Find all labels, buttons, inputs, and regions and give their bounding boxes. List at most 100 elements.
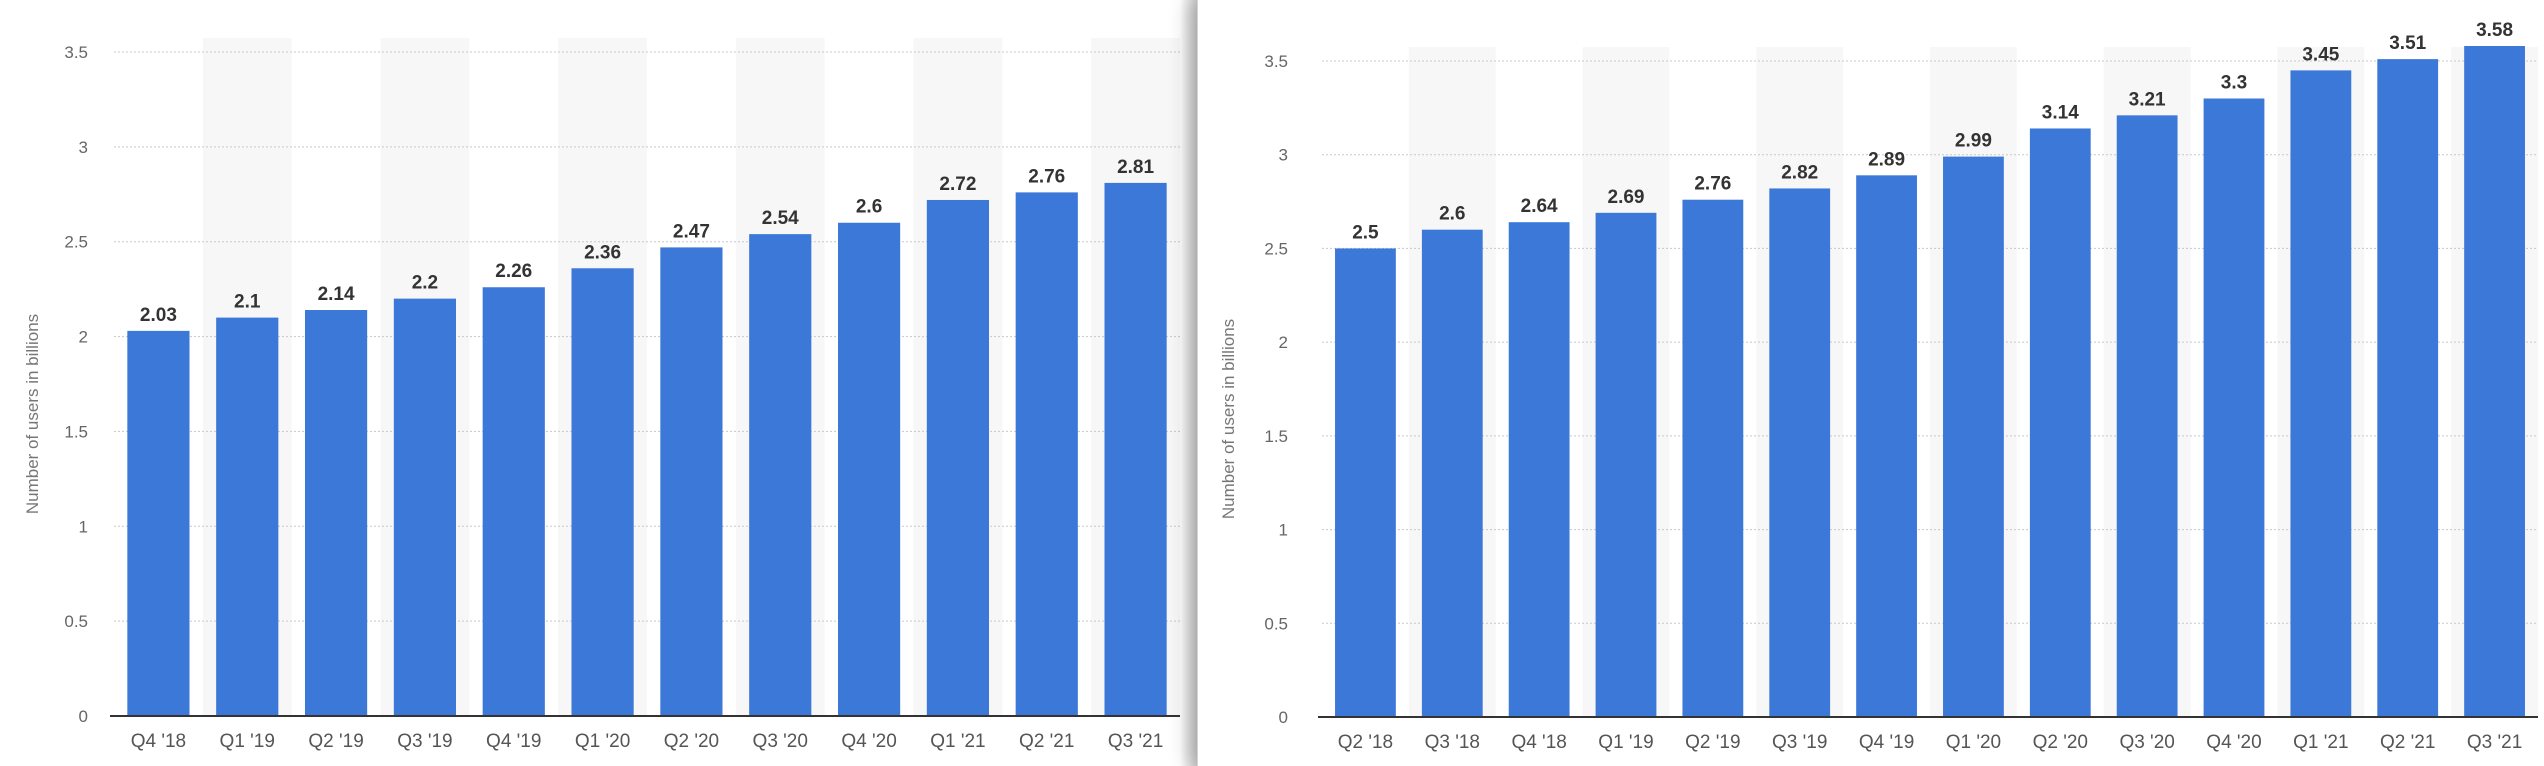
right-x-tick-label: Q4 '18 <box>1511 732 1566 753</box>
right-y-tick-label: 1 <box>1279 521 1288 540</box>
right-bar[interactable] <box>1856 175 1917 717</box>
right-x-tick-label: Q1 '21 <box>2293 732 2348 753</box>
right-value-label: 3.58 <box>2476 20 2513 41</box>
right-bar[interactable] <box>1682 199 1744 717</box>
left-value-label: 2.2 <box>412 273 438 294</box>
left-bar[interactable] <box>837 222 901 716</box>
left-x-tick-label: Q4 '19 <box>486 731 541 752</box>
left-value-label: 2.6 <box>856 197 882 218</box>
users-chart-left: 0 0.5 1 1.5 2 2.5 3 3.5 Number of users in billi… <box>23 38 1180 752</box>
right-value-label: 2.69 <box>1608 187 1645 208</box>
left-value-label: 2.26 <box>495 261 532 282</box>
right-bar[interactable] <box>1769 188 1831 718</box>
right-value-label: 2.89 <box>1868 149 1905 170</box>
right-y-tick-label: 1.5 <box>1264 427 1288 446</box>
left-value-label: 2.76 <box>1028 166 1065 187</box>
right-x-tick-label: Q3 '21 <box>2467 732 2522 753</box>
left-bar[interactable] <box>482 287 545 716</box>
right-value-label: 3.14 <box>2042 102 2079 123</box>
left-bar[interactable] <box>660 247 723 717</box>
right-x-tick-label: Q3 '19 <box>1772 732 1827 753</box>
left-y-tick-label: 2.5 <box>64 233 88 252</box>
left-bar[interactable] <box>571 268 634 716</box>
left-value-label: 2.36 <box>584 242 621 263</box>
right-bar[interactable] <box>1595 212 1657 717</box>
right-value-label: 3.3 <box>2221 72 2247 93</box>
left-value-label: 2.72 <box>939 174 976 195</box>
left-value-label: 2.54 <box>762 208 799 229</box>
left-x-tick-label: Q3 '21 <box>1108 731 1163 752</box>
left-bar[interactable] <box>393 298 457 716</box>
right-y-tick-label: 0.5 <box>1264 614 1288 633</box>
right-value-label: 2.64 <box>1521 196 1558 217</box>
left-y-tick-label: 0 <box>79 707 88 726</box>
left-bar[interactable] <box>926 199 990 716</box>
right-x-tick-label: Q1 '19 <box>1598 732 1653 753</box>
right-x-tick-label: Q2 '19 <box>1685 732 1740 753</box>
left-x-tick-label: Q4 '18 <box>131 731 186 752</box>
right-y-tick-label: 2.5 <box>1264 239 1288 258</box>
left-x-tick-label: Q2 '21 <box>1019 731 1074 752</box>
left-x-tick-label: Q3 '19 <box>397 731 452 752</box>
left-value-label: 2.03 <box>140 305 177 326</box>
left-bar[interactable] <box>304 310 368 716</box>
right-bar[interactable] <box>2377 59 2439 717</box>
right-bar[interactable] <box>1508 222 1570 717</box>
left-x-tick-label: Q2 '19 <box>308 731 363 752</box>
right-bar[interactable] <box>2290 70 2352 717</box>
right-value-label: 2.5 <box>1352 222 1379 243</box>
right-value-label: 3.21 <box>2129 89 2166 110</box>
right-bar[interactable] <box>1335 248 1396 717</box>
left-x-tick-label: Q4 '20 <box>841 731 896 752</box>
right-bar[interactable] <box>1421 229 1483 717</box>
right-y-tick-label: 3.5 <box>1264 52 1288 71</box>
right-value-label: 3.45 <box>2302 44 2339 65</box>
left-bar[interactable] <box>749 234 812 716</box>
right-x-tick-label: Q2 '21 <box>2380 732 2435 753</box>
right-x-tick-label: Q1 '20 <box>1946 732 2001 753</box>
right-bar[interactable] <box>2029 128 2091 717</box>
right-y-tick-label: 2 <box>1279 333 1288 352</box>
chart-panel-right: 0 0.5 1 1.5 2 2.5 3 3.5 Number of users in billi… <box>1197 0 2544 766</box>
right-x-tick-label: Q2 '20 <box>2033 732 2088 753</box>
users-chart-right: 0 0.5 1 1.5 2 2.5 3 3.5 Number of users in billi… <box>1219 20 2538 753</box>
right-x-tick-label: Q3 '20 <box>2119 732 2174 753</box>
left-y-tick-label: 0.5 <box>64 612 88 631</box>
left-y-tick-label: 1 <box>79 517 88 536</box>
left-bar[interactable] <box>1104 182 1167 717</box>
chart-panel-left: 0 0.5 1 1.5 2 2.5 3 3.5 Number of users in billi… <box>0 0 1197 766</box>
left-value-label: 2.81 <box>1117 157 1154 178</box>
right-y-axis-label: Number of users in billions <box>1219 319 1238 519</box>
left-value-label: 2.14 <box>318 284 355 305</box>
left-y-tick-label: 1.5 <box>64 422 88 441</box>
right-y-tick-label: 0 <box>1279 708 1288 727</box>
right-value-label: 2.76 <box>1694 174 1731 195</box>
right-x-tick-label: Q4 '19 <box>1859 732 1914 753</box>
left-x-tick-label: Q1 '19 <box>220 731 275 752</box>
right-value-label: 3.51 <box>2389 33 2426 54</box>
right-value-label: 2.82 <box>1781 162 1818 183</box>
left-value-label: 2.1 <box>234 292 261 313</box>
left-bar[interactable] <box>127 330 190 716</box>
right-bar[interactable] <box>2464 46 2525 717</box>
left-x-tick-label: Q3 '20 <box>753 731 808 752</box>
right-bar[interactable] <box>2116 115 2178 717</box>
left-y-tick-label: 2 <box>79 328 88 347</box>
right-x-tick-label: Q3 '18 <box>1425 732 1480 753</box>
left-x-tick-label: Q2 '20 <box>664 731 719 752</box>
left-value-label: 2.47 <box>673 221 710 242</box>
left-y-tick-label: 3.5 <box>64 43 88 62</box>
right-y-tick-label: 3 <box>1279 146 1288 165</box>
left-bar[interactable] <box>1015 192 1078 717</box>
left-x-tick-label: Q1 '21 <box>930 731 985 752</box>
right-bar[interactable] <box>2203 98 2265 717</box>
left-bar[interactable] <box>216 317 279 716</box>
left-y-axis-label: Number of users in billions <box>23 314 42 514</box>
right-bar[interactable] <box>1943 156 2004 718</box>
right-x-tick-label: Q2 '18 <box>1338 732 1393 753</box>
left-x-tick-label: Q1 '20 <box>575 731 630 752</box>
right-value-label: 2.6 <box>1439 204 1465 225</box>
left-y-tick-label: 3 <box>79 138 88 157</box>
right-value-label: 2.99 <box>1955 131 1992 152</box>
right-x-tick-label: Q4 '20 <box>2206 732 2261 753</box>
